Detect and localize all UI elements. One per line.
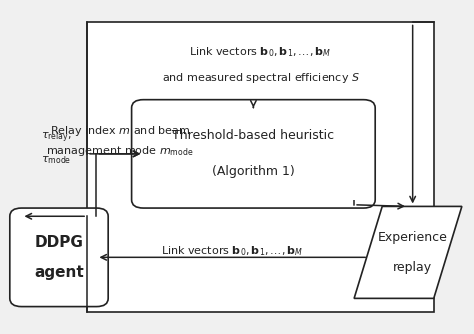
FancyBboxPatch shape [87, 22, 434, 312]
Polygon shape [354, 206, 462, 298]
Text: and measured spectral efficiency $S$: and measured spectral efficiency $S$ [162, 71, 359, 85]
Text: $\tau_{\mathrm{mode}}$: $\tau_{\mathrm{mode}}$ [41, 155, 72, 166]
Text: Link vectors $\mathbf{b}_0, \mathbf{b}_1, \ldots, \mathbf{b}_M$: Link vectors $\mathbf{b}_0, \mathbf{b}_1… [161, 244, 303, 258]
Text: Threshold-based heuristic: Threshold-based heuristic [173, 129, 335, 142]
Text: DDPG: DDPG [35, 235, 83, 250]
Text: management mode $m_{\mathrm{mode}}$: management mode $m_{\mathrm{mode}}$ [46, 144, 194, 158]
Text: replay: replay [393, 261, 432, 274]
FancyBboxPatch shape [10, 208, 108, 307]
FancyBboxPatch shape [132, 100, 375, 208]
Text: agent: agent [34, 265, 84, 280]
Text: $\tau_{\mathrm{relay}}$,: $\tau_{\mathrm{relay}}$, [41, 130, 72, 145]
Text: Link vectors $\mathbf{b}_0, \mathbf{b}_1, \ldots, \mathbf{b}_M$: Link vectors $\mathbf{b}_0, \mathbf{b}_1… [189, 45, 332, 59]
Text: Relay index $m$ and beam: Relay index $m$ and beam [50, 124, 190, 138]
Text: Experience: Experience [378, 231, 447, 244]
Text: (Algorithm 1): (Algorithm 1) [212, 165, 295, 178]
